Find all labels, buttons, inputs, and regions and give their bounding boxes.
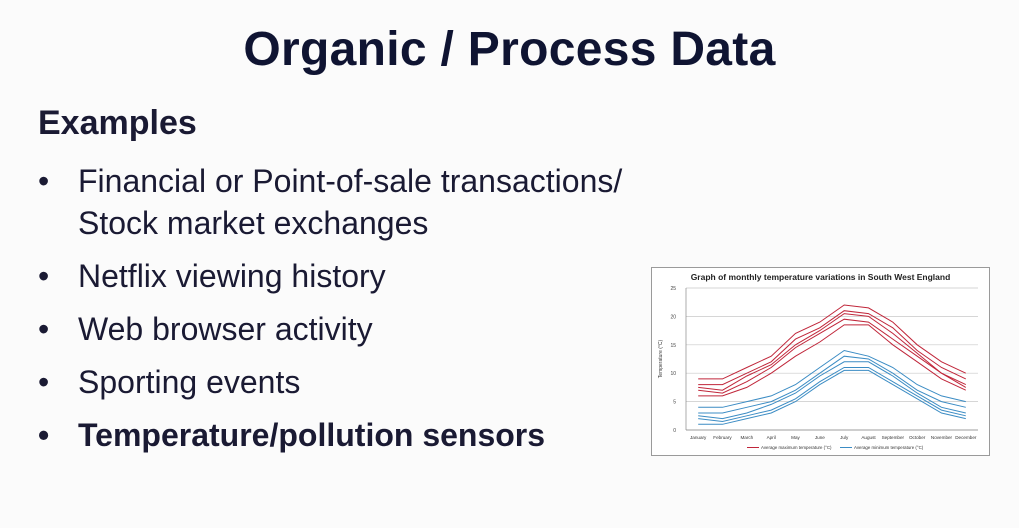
legend-label: Average minimum temperature (°C) <box>854 445 924 450</box>
chart-svg: Graph of monthly temperature variations … <box>658 272 978 450</box>
x-tick-label: November <box>931 435 953 440</box>
series-line <box>698 310 967 386</box>
section-heading: Examples <box>38 104 197 142</box>
x-tick-label: July <box>840 435 849 440</box>
x-tick-label: May <box>791 435 800 440</box>
bullet-text: Financial or Point-of-sale transactions/ <box>78 163 623 199</box>
x-tick-label: December <box>955 435 977 440</box>
y-tick-label: 15 <box>670 343 676 349</box>
x-tick-label: April <box>767 435 776 440</box>
bullet-text: Netflix viewing history <box>78 258 386 294</box>
series-line <box>698 313 967 391</box>
chart-title: Graph of monthly temperature variations … <box>691 272 951 282</box>
bullet-marker: • <box>38 417 50 453</box>
y-tick-label: 5 <box>673 400 676 406</box>
x-tick-label: January <box>690 435 707 440</box>
bullet-item-temperature: • Temperature/pollution sensors <box>38 414 678 456</box>
bullet-marker: • <box>38 364 50 400</box>
series-line <box>698 361 966 420</box>
y-axis-label: Temperature (°C) <box>658 339 664 378</box>
series-line <box>698 324 967 397</box>
series-line <box>698 369 966 425</box>
x-tick-label: February <box>713 435 732 440</box>
series-line <box>698 355 966 414</box>
y-tick-label: 20 <box>670 314 676 320</box>
bullet-marker: • <box>38 163 50 199</box>
slide-title: Organic / Process Data <box>243 23 776 76</box>
legend-label: Average maximum temperature (°C) <box>761 445 832 450</box>
x-tick-label: September <box>882 435 905 440</box>
y-tick-label: 0 <box>673 428 676 434</box>
bullet-text-continued: Stock market exchanges <box>78 205 429 241</box>
series-line <box>698 318 967 394</box>
bullet-text: Sporting events <box>78 364 301 400</box>
x-tick-label: June <box>815 435 825 440</box>
series-line <box>698 367 966 423</box>
x-tick-label: March <box>740 435 753 440</box>
bullet-item-sporting: • Sporting events <box>38 361 678 403</box>
bullet-marker: • <box>38 311 50 347</box>
temperature-chart: Graph of monthly temperature variations … <box>651 267 990 456</box>
bullet-text: Web browser activity <box>78 311 373 347</box>
bullet-item-web-browser: • Web browser activity <box>38 308 678 350</box>
y-tick-label: 10 <box>670 371 676 377</box>
series-line <box>698 349 966 408</box>
bullet-text: Temperature/pollution sensors <box>78 417 546 453</box>
x-tick-label: October <box>909 435 926 440</box>
series-line <box>698 304 967 380</box>
bullet-item-financial: • Financial or Point-of-sale transaction… <box>38 160 678 244</box>
bullet-marker: • <box>38 258 50 294</box>
x-tick-label: August <box>861 435 876 440</box>
y-tick-label: 25 <box>670 286 676 292</box>
bullet-list: • Financial or Point-of-sale transaction… <box>38 160 678 467</box>
bullet-item-netflix: • Netflix viewing history <box>38 255 678 297</box>
